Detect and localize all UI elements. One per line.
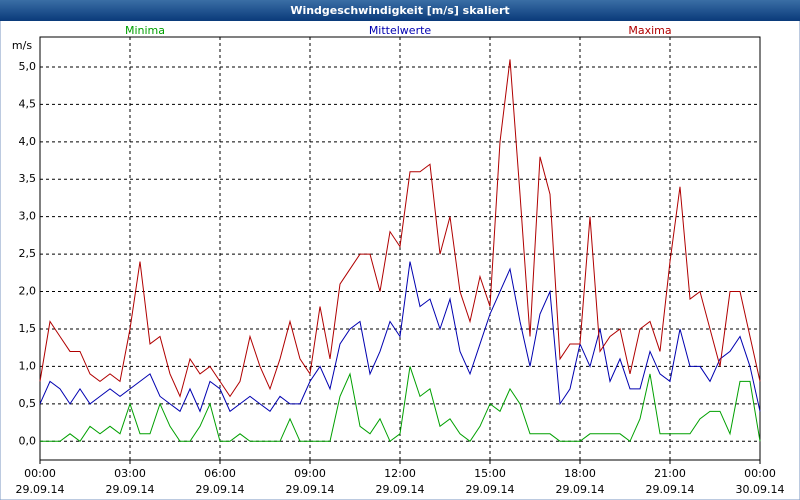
- y-tick-label: 0,5: [19, 397, 37, 410]
- y-tick-label: 2,0: [19, 285, 37, 298]
- x-tick-label: 03:00: [114, 467, 146, 480]
- legend-entry: Maxima: [628, 24, 671, 37]
- legend-entry: Mittelwerte: [369, 24, 432, 37]
- x-tick-label: 12:00: [384, 467, 416, 480]
- y-tick-label: 2,5: [19, 247, 37, 260]
- x-tick-label: 00:00: [744, 467, 776, 480]
- title-bar: [0, 0, 800, 21]
- x-tick-date: 30.09.14: [736, 483, 785, 496]
- y-tick-label: 0,0: [19, 434, 37, 447]
- x-tick-label: 18:00: [564, 467, 596, 480]
- x-tick-date: 29.09.14: [286, 483, 335, 496]
- legend-entry: Minima: [125, 24, 165, 37]
- series-line: [39, 59, 761, 398]
- y-tick-label: 4,5: [19, 97, 37, 110]
- series-line: [39, 261, 761, 413]
- x-tick-label: 00:00: [24, 467, 56, 480]
- y-tick-label: 5,0: [19, 60, 37, 73]
- x-tick-date: 29.09.14: [106, 483, 155, 496]
- y-tick-label: 3,0: [19, 210, 37, 223]
- x-tick-date: 29.09.14: [16, 483, 65, 496]
- x-tick-label: 06:00: [204, 467, 236, 480]
- x-tick-label: 15:00: [474, 467, 506, 480]
- x-tick-label: 09:00: [294, 467, 326, 480]
- y-unit: m/s: [12, 39, 32, 52]
- y-tick-label: 4,0: [19, 135, 37, 148]
- x-tick-date: 29.09.14: [556, 483, 605, 496]
- x-tick-label: 21:00: [654, 467, 686, 480]
- series-line: [40, 366, 761, 443]
- y-tick-label: 1,0: [19, 359, 37, 372]
- x-tick-date: 29.09.14: [376, 483, 425, 496]
- x-tick-date: 29.09.14: [196, 483, 245, 496]
- chart-title: Windgeschwindigkeit [m/s] skaliert: [290, 4, 509, 17]
- x-tick-date: 29.09.14: [466, 483, 515, 496]
- x-tick-date: 29.09.14: [646, 483, 695, 496]
- y-tick-label: 3,5: [19, 172, 37, 185]
- y-tick-label: 1,5: [19, 322, 37, 335]
